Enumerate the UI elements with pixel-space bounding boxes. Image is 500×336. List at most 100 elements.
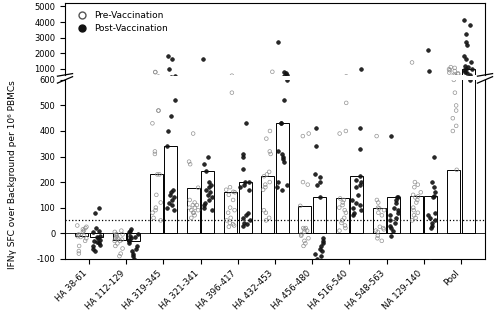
- Point: [112, 233, 120, 239]
- Point: [277, 121, 285, 126]
- Point: [202, 168, 210, 173]
- Point: [229, 81, 237, 86]
- Point: [226, 81, 234, 86]
- Point: [410, 80, 418, 85]
- Point: [356, 126, 364, 131]
- Point: [206, 79, 214, 84]
- Point: [394, 80, 402, 86]
- Point: [151, 151, 159, 157]
- Point: [426, 81, 434, 86]
- Point: [336, 228, 344, 233]
- Point: [387, 82, 395, 87]
- Point: [262, 218, 270, 223]
- Point: [388, 228, 396, 233]
- Bar: [76, 233, 88, 236]
- Bar: [336, 199, 348, 233]
- Point: [225, 79, 233, 85]
- Point: [156, 172, 164, 177]
- Point: [204, 80, 212, 85]
- Point: [425, 69, 433, 74]
- Point: [376, 81, 384, 86]
- Point: [200, 205, 207, 210]
- Point: [79, 229, 87, 235]
- Point: [386, 213, 394, 218]
- Point: [374, 81, 382, 87]
- Point: [300, 238, 308, 244]
- Point: [169, 79, 177, 84]
- Point: [230, 81, 238, 86]
- Bar: [313, 198, 326, 233]
- Point: [202, 79, 210, 84]
- Point: [111, 81, 119, 87]
- Point: [266, 128, 274, 134]
- Point: [430, 194, 438, 199]
- Point: [354, 79, 362, 85]
- Point: [300, 82, 308, 88]
- Point: [279, 77, 287, 82]
- Point: [239, 223, 247, 228]
- Point: [126, 237, 134, 242]
- Point: [374, 80, 382, 85]
- Point: [376, 224, 384, 229]
- Point: [274, 40, 281, 45]
- Bar: [298, 83, 312, 84]
- Point: [92, 210, 100, 215]
- Point: [116, 83, 124, 88]
- Point: [190, 200, 198, 205]
- Point: [313, 83, 321, 88]
- Point: [194, 208, 202, 213]
- Point: [230, 208, 238, 213]
- Point: [200, 202, 208, 208]
- Point: [89, 229, 97, 235]
- Point: [274, 184, 281, 190]
- Point: [426, 83, 434, 89]
- Bar: [424, 82, 438, 84]
- Point: [338, 200, 346, 205]
- Point: [266, 149, 274, 154]
- Point: [208, 79, 216, 85]
- Point: [336, 76, 344, 81]
- Point: [312, 76, 320, 82]
- Bar: [164, 146, 177, 233]
- Point: [394, 80, 402, 85]
- Point: [430, 77, 438, 82]
- Point: [357, 66, 365, 71]
- Point: [239, 151, 247, 157]
- Point: [412, 81, 420, 86]
- Point: [191, 205, 199, 210]
- Point: [112, 82, 120, 87]
- Point: [375, 206, 383, 211]
- Point: [266, 78, 274, 84]
- Point: [374, 200, 382, 205]
- Point: [336, 79, 344, 85]
- Point: [112, 234, 120, 240]
- Point: [391, 220, 399, 226]
- Point: [79, 81, 87, 87]
- Point: [300, 82, 308, 87]
- Point: [282, 71, 290, 76]
- Point: [268, 26, 276, 32]
- Point: [449, 75, 457, 81]
- Point: [163, 76, 171, 82]
- Point: [430, 79, 438, 84]
- Text: IFNγ SFC over Background per 10⁶ PBMCs: IFNγ SFC over Background per 10⁶ PBMCs: [8, 80, 17, 269]
- Point: [304, 76, 312, 81]
- Point: [338, 202, 346, 208]
- Point: [451, 73, 459, 78]
- Point: [279, 154, 287, 159]
- Point: [170, 195, 177, 200]
- Point: [126, 229, 134, 235]
- Point: [75, 83, 83, 88]
- Point: [112, 82, 120, 87]
- Point: [206, 179, 214, 185]
- Bar: [462, 0, 474, 233]
- Point: [152, 192, 160, 198]
- Point: [352, 79, 360, 84]
- Point: [244, 80, 252, 86]
- Point: [266, 75, 274, 81]
- Point: [240, 78, 248, 83]
- Point: [228, 90, 236, 95]
- Point: [170, 74, 178, 79]
- Point: [112, 243, 120, 249]
- Point: [125, 82, 133, 88]
